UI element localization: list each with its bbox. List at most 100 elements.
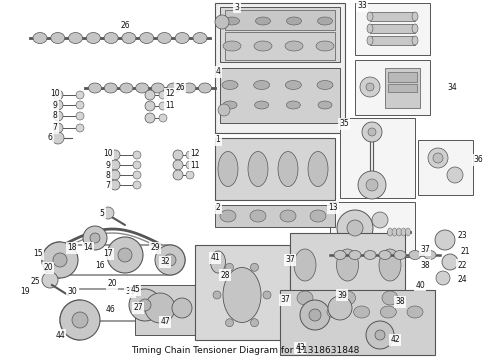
Ellipse shape [317, 81, 333, 90]
Ellipse shape [222, 81, 238, 90]
Ellipse shape [407, 306, 423, 318]
Ellipse shape [183, 83, 196, 93]
Ellipse shape [254, 81, 270, 90]
Text: 46: 46 [105, 306, 115, 315]
Ellipse shape [334, 251, 346, 260]
Bar [340, 118, 415, 198]
Ellipse shape [69, 32, 82, 44]
Text: 25: 25 [30, 278, 40, 287]
Ellipse shape [364, 251, 376, 260]
Ellipse shape [340, 291, 356, 305]
Circle shape [145, 293, 175, 323]
Circle shape [309, 309, 321, 321]
Circle shape [76, 124, 84, 132]
Text: 32: 32 [160, 257, 170, 266]
Bar [215, 205, 335, 227]
Text: 2: 2 [216, 203, 220, 212]
Circle shape [300, 300, 330, 330]
Text: 44: 44 [55, 330, 65, 339]
Circle shape [368, 128, 376, 136]
Text: 6: 6 [48, 134, 52, 143]
Text: 9: 9 [105, 161, 110, 170]
Text: 37: 37 [280, 296, 290, 305]
Bar [220, 7, 340, 62]
Ellipse shape [401, 228, 406, 236]
Text: 11: 11 [190, 161, 200, 170]
Text: 20: 20 [107, 279, 117, 288]
Ellipse shape [104, 32, 118, 44]
Ellipse shape [382, 291, 398, 305]
Ellipse shape [297, 291, 313, 305]
Circle shape [145, 113, 155, 123]
Circle shape [428, 148, 448, 168]
Circle shape [83, 226, 107, 250]
Ellipse shape [327, 306, 343, 318]
Ellipse shape [51, 32, 65, 44]
Ellipse shape [250, 210, 266, 222]
Circle shape [263, 291, 271, 299]
Text: 23: 23 [457, 230, 467, 239]
Ellipse shape [394, 251, 406, 260]
Ellipse shape [223, 101, 237, 109]
Ellipse shape [278, 152, 298, 186]
Circle shape [53, 90, 63, 100]
Bar [215, 3, 345, 133]
Bar [330, 202, 415, 257]
Ellipse shape [379, 249, 401, 281]
Text: 1: 1 [216, 135, 220, 144]
Circle shape [173, 160, 183, 170]
Text: 33: 33 [357, 1, 367, 10]
Bar [388, 84, 417, 92]
Ellipse shape [220, 210, 236, 222]
Ellipse shape [248, 152, 268, 186]
Circle shape [102, 207, 114, 219]
Text: 26: 26 [175, 82, 185, 91]
Circle shape [250, 263, 259, 271]
Text: 16: 16 [95, 261, 105, 270]
Circle shape [110, 180, 120, 190]
Ellipse shape [367, 12, 373, 21]
Text: 8: 8 [52, 112, 57, 121]
Circle shape [186, 171, 194, 179]
Ellipse shape [308, 152, 328, 186]
Circle shape [225, 319, 234, 327]
Text: 22: 22 [457, 261, 467, 270]
Text: 31: 31 [125, 288, 135, 297]
Ellipse shape [157, 32, 171, 44]
Ellipse shape [285, 41, 303, 51]
Circle shape [366, 83, 374, 91]
Ellipse shape [412, 24, 418, 33]
Ellipse shape [396, 228, 401, 236]
Text: 37: 37 [420, 246, 430, 255]
Bar [225, 10, 335, 30]
Circle shape [250, 319, 259, 327]
Ellipse shape [136, 83, 148, 93]
Ellipse shape [104, 83, 117, 93]
Circle shape [53, 111, 63, 121]
Ellipse shape [122, 32, 136, 44]
Circle shape [72, 312, 88, 328]
Ellipse shape [349, 251, 361, 260]
Circle shape [328, 296, 352, 320]
Circle shape [215, 15, 229, 29]
Text: 28: 28 [220, 270, 230, 279]
Circle shape [52, 132, 64, 144]
Text: 11: 11 [165, 100, 175, 109]
Ellipse shape [223, 41, 241, 51]
Text: 38: 38 [395, 297, 405, 306]
Circle shape [76, 112, 84, 120]
Ellipse shape [409, 251, 421, 260]
Text: 34: 34 [447, 84, 457, 93]
Circle shape [436, 271, 450, 285]
Ellipse shape [354, 306, 369, 318]
Ellipse shape [89, 83, 101, 93]
Circle shape [76, 101, 84, 109]
Text: 17: 17 [103, 249, 113, 258]
Text: 45: 45 [130, 285, 140, 294]
Circle shape [372, 212, 388, 228]
Ellipse shape [424, 251, 436, 260]
Text: 7: 7 [105, 181, 110, 190]
Text: Timing Chain Tensioner Diagram for 11318631848: Timing Chain Tensioner Diagram for 11318… [131, 346, 359, 355]
Text: 10: 10 [103, 149, 113, 158]
Bar [385, 68, 420, 108]
